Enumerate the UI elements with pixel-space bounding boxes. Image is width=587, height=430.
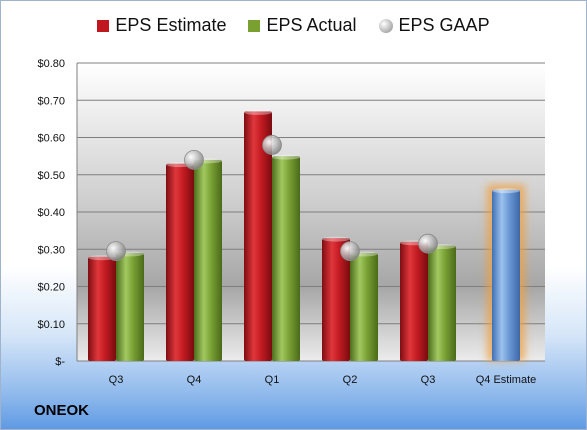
y-axis-ticks: $- $0.10 $0.20 $0.30 $0.40 $0.50 $0.60 $0.70 $0.… xyxy=(37,58,65,368)
estimate-swatch xyxy=(97,19,110,32)
legend-label-actual: EPS Actual xyxy=(266,15,357,35)
x-category-label: Q1 xyxy=(265,374,280,386)
legend-label-gaap: EPS GAAP xyxy=(398,15,490,35)
bar-actual-body xyxy=(428,245,456,361)
q4-estimate-cap xyxy=(492,188,520,194)
bar-estimate-body xyxy=(88,256,116,361)
company-name: ONEOK xyxy=(34,402,90,419)
bar-actual-body xyxy=(116,252,144,361)
gaap-dot xyxy=(262,135,282,155)
y-tick-label: $0.20 xyxy=(37,282,65,294)
x-axis-categories: Q3 Q4 Q1 Q2 Q3 Q4 Estimate xyxy=(109,374,537,386)
q4-estimate-body xyxy=(492,189,520,361)
y-tick-label: $0.10 xyxy=(37,319,65,331)
gaap-swatch xyxy=(378,18,393,33)
gaap-dot xyxy=(418,233,438,254)
y-tick-label: $0.70 xyxy=(37,95,65,107)
x-category-label: Q2 xyxy=(343,374,358,386)
x-category-label: Q4 xyxy=(187,374,202,386)
y-tick-label: $0.30 xyxy=(37,244,65,256)
bar-estimate-body xyxy=(166,163,194,361)
legend: EPS Estimate EPS Actual EPS GAAP xyxy=(1,15,586,36)
legend-item-gaap: EPS GAAP xyxy=(378,15,490,36)
y-tick-label: $0.80 xyxy=(37,58,65,70)
bar-estimate-body xyxy=(244,111,272,361)
gaap-dot xyxy=(184,149,204,170)
bar-estimate xyxy=(88,255,116,361)
bars xyxy=(88,109,525,361)
bar-estimate-body xyxy=(322,238,350,361)
gaap-dot xyxy=(340,241,360,262)
legend-item-actual: EPS Actual xyxy=(248,15,357,36)
bar-actual-body xyxy=(350,252,378,361)
legend-item-estimate: EPS Estimate xyxy=(97,15,226,36)
bar-estimate xyxy=(166,162,194,361)
legend-label-estimate: EPS Estimate xyxy=(115,15,227,35)
bar-actual-body xyxy=(194,159,222,361)
y-tick-label: $0.60 xyxy=(37,133,65,145)
bar-actual xyxy=(428,244,456,361)
y-tick-label: $- xyxy=(55,356,65,368)
bar-actual xyxy=(116,251,144,361)
x-category-label: Q3 xyxy=(421,374,436,386)
bar-actual xyxy=(194,158,222,361)
gaap-dot xyxy=(106,241,126,262)
bar-estimate-cap xyxy=(244,109,272,115)
bar-q4-estimate xyxy=(487,184,525,361)
bar-estimate xyxy=(244,109,272,361)
y-tick-label: $0.50 xyxy=(37,170,65,182)
bar-actual-cap xyxy=(272,154,300,160)
bar-estimate xyxy=(400,240,428,361)
y-tick-label: $0.40 xyxy=(37,207,65,219)
gaap-markers xyxy=(106,135,438,262)
bar-estimate-body xyxy=(400,241,428,361)
bar-actual-body xyxy=(272,156,300,361)
bar-actual xyxy=(272,154,300,361)
x-category-label: Q3 xyxy=(109,374,124,386)
bar-estimate-cap xyxy=(322,236,350,242)
bar-estimate xyxy=(322,236,350,361)
gridlines xyxy=(76,62,545,362)
bar-actual xyxy=(350,251,378,361)
x-category-label: Q4 Estimate xyxy=(476,374,537,386)
actual-swatch xyxy=(248,19,261,32)
